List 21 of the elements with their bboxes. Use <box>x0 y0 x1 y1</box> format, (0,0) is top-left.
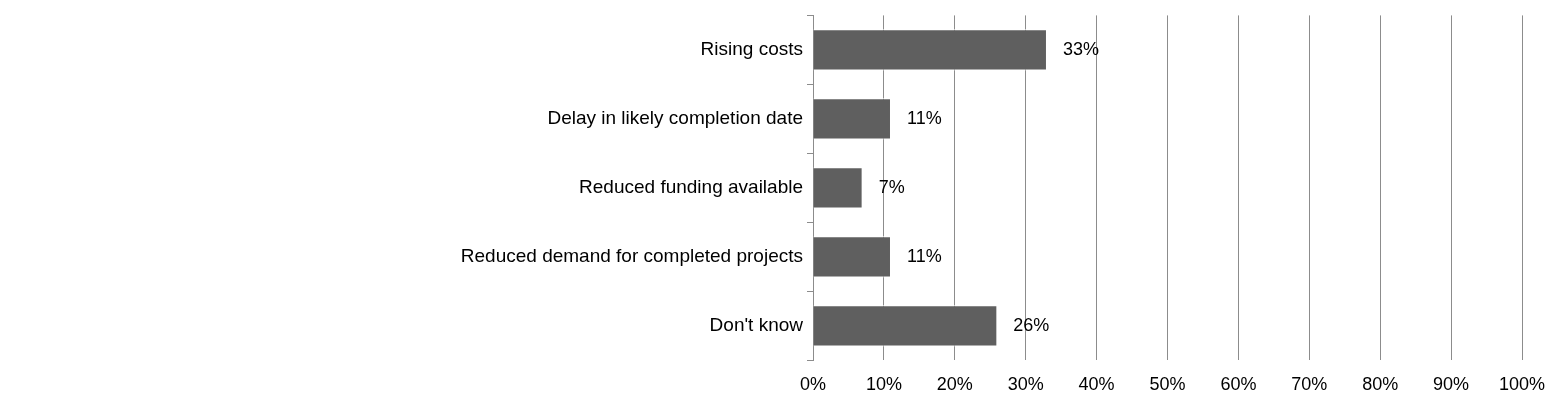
x-tick-label: 80% <box>1362 374 1399 395</box>
x-tick-label: 50% <box>1149 374 1186 395</box>
x-tick-label: 30% <box>1007 374 1044 395</box>
x-tick-label: 10% <box>865 374 902 395</box>
y-tick-label: Reduced funding available <box>579 176 803 198</box>
y-tick-label: Delay in likely completion date <box>547 107 803 129</box>
data-label: 11% <box>906 245 942 266</box>
x-tick-label: 60% <box>1220 374 1257 395</box>
x-tick-label: 40% <box>1078 374 1115 395</box>
y-tick-label: Reduced demand for completed projects <box>460 245 803 267</box>
x-tick-label: 20% <box>936 374 973 395</box>
x-tick-label: 70% <box>1291 374 1328 395</box>
data-label: 11% <box>906 107 942 128</box>
data-label: 33% <box>1062 38 1099 59</box>
data-label: 26% <box>1013 314 1050 335</box>
data-label: 7% <box>878 176 905 197</box>
x-tick-label: 0% <box>799 374 827 395</box>
y-tick-label: Don't know <box>709 314 804 336</box>
y-tick-label: Rising costs <box>700 38 803 60</box>
x-tick-label: 90% <box>1433 374 1470 395</box>
x-tick-label: 100% <box>1498 374 1546 395</box>
